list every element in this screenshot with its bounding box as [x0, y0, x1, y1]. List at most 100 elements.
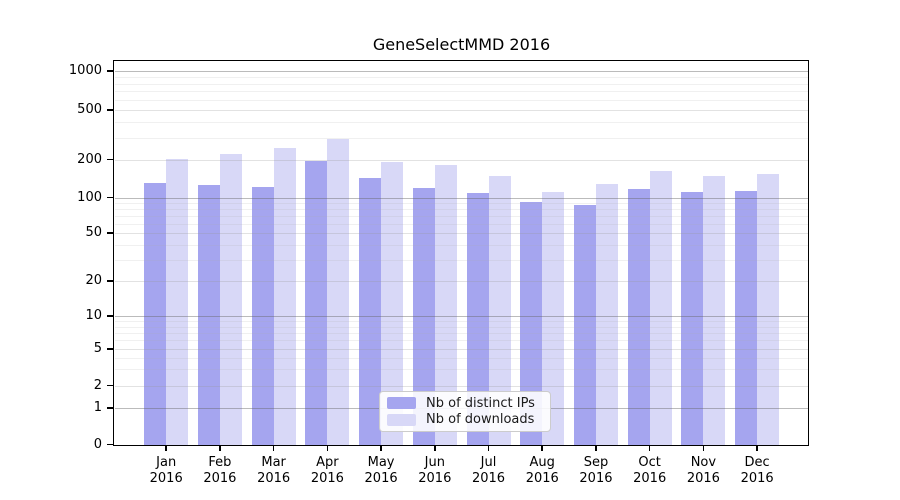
legend-row: Nb of downloads [387, 412, 543, 429]
legend-row: Nb of distinct IPs [387, 395, 543, 412]
x-axis-month-label: Jun [424, 455, 445, 470]
minor-gridline [115, 340, 808, 342]
power10-gridline [115, 316, 808, 317]
minor-gridline [115, 122, 808, 124]
x-axis-tick [595, 446, 597, 451]
x-axis-month-label: Feb [208, 455, 232, 470]
power10-gridline [115, 197, 808, 199]
bar-downloads-jul [488, 175, 511, 445]
x-axis-month-label: Aug [529, 455, 555, 470]
bar-downloads-jun [434, 164, 457, 445]
y-axis-tick-label: 50 [85, 225, 102, 240]
minor-gridline [115, 326, 808, 328]
bar-distinct-ips-jan [144, 183, 167, 445]
y-axis-tick [107, 109, 113, 111]
x-axis-year-label: 2016 [418, 471, 452, 486]
minor-gridline [115, 83, 808, 85]
x-axis-month-label: Oct [638, 455, 661, 470]
y-axis-tick-label: 200 [77, 151, 102, 167]
y-axis-tick [107, 280, 113, 282]
x-axis-tick [648, 446, 651, 451]
x-axis-tick [487, 446, 490, 451]
bar-distinct-ips-apr [305, 160, 328, 445]
x-axis-tick [756, 446, 758, 451]
y-axis-tick-label: 0 [93, 436, 102, 452]
chart-title: GeneSelectMMD 2016 [372, 35, 551, 54]
bar-distinct-ips-may [359, 177, 382, 445]
bar-distinct-ips-jun [412, 187, 435, 445]
minor-gridline [115, 91, 808, 93]
minor-gridline [115, 259, 808, 261]
minor-gridline [115, 321, 808, 323]
y-axis-tick [107, 407, 113, 409]
y-axis-tick [107, 232, 113, 234]
bar-distinct-ips-sep [573, 205, 596, 445]
x-axis-tick [326, 446, 329, 451]
x-axis-tick [165, 446, 167, 451]
x-axis-year-label: 2016 [633, 471, 667, 486]
x-axis-month-label: Jan [156, 455, 177, 470]
major-gridline [115, 281, 808, 282]
minor-gridline [115, 208, 808, 210]
legend-label: Nb of distinct IPs [426, 395, 535, 411]
x-axis-year-label: 2016 [364, 471, 398, 486]
x-axis-year-label: 2016 [579, 471, 613, 486]
bar-downloads-jan [166, 158, 189, 445]
minor-gridline [115, 215, 808, 217]
major-gridline [115, 159, 808, 161]
bar-downloads-may [381, 161, 404, 445]
y-axis-tick [107, 196, 113, 199]
x-axis-tick [541, 446, 544, 451]
x-axis-month-label: May [367, 455, 395, 470]
x-axis-tick [380, 446, 382, 451]
x-axis-month-label: Mar [261, 455, 286, 470]
bar-downloads-dec [757, 173, 780, 445]
x-axis-month-label: Sep [583, 455, 609, 470]
power10-gridline [115, 71, 808, 72]
y-axis-tick [107, 348, 113, 350]
y-axis-tick [107, 315, 113, 317]
bar-downloads-aug [542, 192, 565, 445]
x-axis-month-label: Apr [316, 455, 339, 470]
x-axis-month-label: Nov [690, 455, 717, 470]
x-axis-tick [219, 446, 221, 451]
bar-distinct-ips-jul [466, 192, 489, 445]
bar-downloads-nov [703, 175, 726, 445]
x-axis-year-label: 2016 [257, 471, 291, 486]
minor-gridline [115, 369, 808, 371]
bar-distinct-ips-oct [627, 189, 650, 445]
major-gridline [115, 110, 808, 111]
minor-gridline [115, 137, 808, 139]
legend-color-swatch [387, 413, 416, 426]
y-axis-tick [107, 70, 113, 72]
minor-gridline [115, 244, 808, 246]
bar-distinct-ips-mar [251, 186, 274, 445]
x-axis-year-label: 2016 [525, 471, 559, 486]
bar-distinct-ips-dec [735, 190, 758, 445]
y-axis-tick-label: 100 [77, 189, 102, 205]
x-axis-tick [272, 446, 275, 451]
bar-distinct-ips-aug [520, 201, 543, 445]
y-axis-tick [107, 158, 113, 161]
minor-gridline [115, 223, 808, 225]
x-axis-year-label: 2016 [740, 471, 774, 486]
y-axis-tick-label: 20 [85, 273, 102, 288]
y-axis-tick-label: 1000 [68, 63, 102, 78]
legend-color-swatch [387, 397, 416, 410]
x-axis-tick [434, 446, 436, 451]
y-axis-tick [107, 443, 113, 446]
minor-gridline [115, 99, 808, 101]
bar-downloads-sep [595, 183, 618, 445]
minor-gridline [115, 202, 808, 204]
bar-downloads-mar [273, 148, 296, 445]
y-axis-tick-label: 5 [93, 341, 102, 356]
y-axis-tick-label: 2 [93, 377, 102, 393]
x-axis-year-label: 2016 [686, 471, 720, 486]
major-gridline [115, 385, 808, 387]
minor-gridline [115, 357, 808, 359]
x-axis-year-label: 2016 [471, 471, 506, 486]
bar-downloads-oct [649, 171, 672, 445]
x-axis-month-label: Jul [480, 455, 497, 470]
y-axis-tick-label: 10 [85, 308, 102, 323]
